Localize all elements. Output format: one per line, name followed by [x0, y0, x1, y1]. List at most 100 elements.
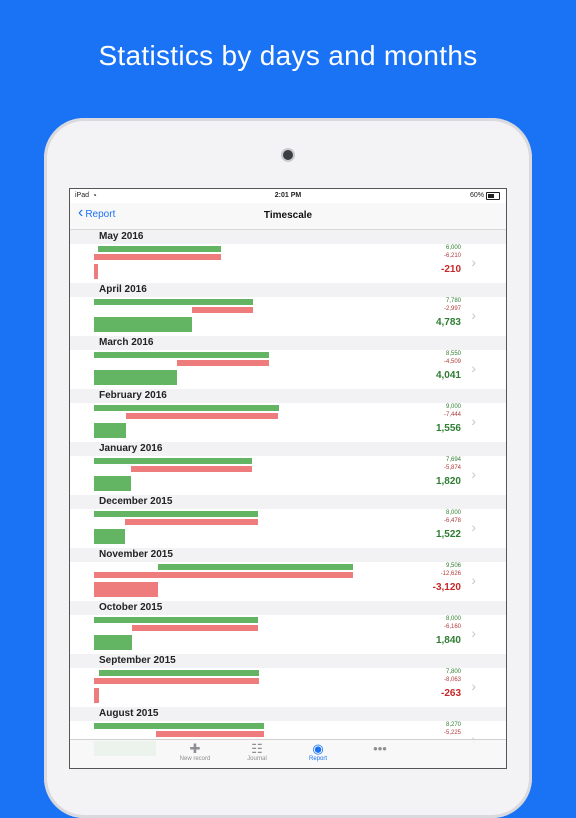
ipad-screen: iPad ◔ 2:01 PM 60% ‹ Report Timescale Ma… [70, 189, 506, 768]
expense-value: -6,478 [443, 518, 461, 524]
month-label: April 2016 [99, 284, 147, 295]
month-label: November 2015 [99, 549, 173, 560]
income-bar [94, 458, 252, 464]
income-value: 8,000 [445, 616, 461, 622]
net-value: 4,783 [435, 317, 461, 328]
chevron-right-icon: › [471, 254, 476, 270]
more-icon: ••• [373, 741, 387, 756]
tab-label: New record [179, 756, 211, 762]
month-header: October 2015 [70, 601, 506, 615]
camera-icon [283, 150, 293, 160]
month-label: May 2016 [99, 231, 144, 242]
month-row[interactable]: 9,506 -12,626 -3,120 › [70, 562, 506, 601]
net-value: 1,522 [435, 529, 461, 540]
month-header: November 2015 [70, 548, 506, 562]
back-button[interactable]: ‹ Report [78, 204, 116, 221]
month-label: October 2015 [99, 602, 163, 613]
wifi-icon: ◔ [92, 191, 97, 200]
month-header: January 2016 [70, 442, 506, 456]
tab-label: Journal [247, 756, 267, 762]
tab-new-record[interactable]: ✚ New record [165, 741, 225, 763]
net-value: 4,041 [435, 370, 461, 381]
carrier-label: iPad [75, 192, 90, 199]
month-section: November 2015 9,506 -12,626 -3,120 › [70, 548, 506, 601]
month-header: September 2015 [70, 654, 506, 668]
month-section: May 2016 6,000 -6,210 -210 › [70, 230, 506, 283]
chevron-right-icon: › [471, 466, 476, 482]
month-header: March 2016 [70, 336, 506, 350]
status-time: 2:01 PM [274, 192, 302, 199]
income-bar [94, 299, 254, 305]
promo-headline: Statistics by days and months [98, 40, 478, 71]
journal-icon: ☷ [251, 741, 263, 756]
net-bar [94, 529, 126, 544]
month-row[interactable]: 6,000 -6,210 -210 › [70, 244, 506, 283]
expense-bar [176, 360, 270, 366]
expense-value: -8,063 [443, 677, 461, 683]
expense-bar [94, 254, 222, 260]
month-header: May 2016 [70, 230, 506, 244]
income-value: 7,780 [445, 298, 461, 304]
navigation-bar: ‹ Report Timescale [70, 203, 506, 230]
expense-bar [131, 625, 258, 631]
month-row[interactable]: 7,800 -8,063 -263 › [70, 668, 506, 707]
tab-label: Report [308, 756, 327, 762]
net-bar [94, 688, 100, 703]
income-value: 8,000 [445, 510, 461, 516]
month-row[interactable]: 7,694 -5,874 1,820 › [70, 456, 506, 495]
chart-icon: ◉ [312, 741, 324, 756]
chevron-left-icon: ‹ [78, 204, 84, 221]
tab-journal[interactable]: ☷ Journal [227, 741, 287, 763]
chevron-right-icon: › [471, 307, 476, 323]
income-value: 6,000 [445, 245, 461, 251]
income-bar [99, 670, 260, 676]
month-row[interactable]: 9,000 -7,444 1,556 › [70, 403, 506, 442]
tab-more[interactable]: ••• [350, 742, 410, 756]
expense-value: -2,997 [443, 306, 461, 312]
expense-bar [94, 572, 353, 578]
income-bar [94, 723, 264, 729]
chevron-right-icon: › [471, 519, 476, 535]
income-value: 9,000 [445, 404, 461, 410]
chevron-right-icon: › [471, 572, 476, 588]
chevron-right-icon: › [471, 625, 476, 641]
net-bar [94, 317, 193, 332]
month-section: December 2015 8,000 -6,478 1,522 › [70, 495, 506, 548]
income-bar [157, 564, 353, 570]
month-section: October 2015 8,000 -6,160 1,840 › [70, 601, 506, 654]
expense-bar [156, 731, 264, 737]
plus-icon: ✚ [189, 741, 201, 756]
month-label: September 2015 [99, 655, 176, 666]
income-value: 8,270 [445, 722, 461, 728]
net-bar [94, 582, 158, 597]
net-value: 1,820 [435, 476, 461, 487]
income-value: 7,800 [445, 669, 461, 675]
expense-value: -5,225 [443, 730, 461, 736]
expense-bar [192, 307, 254, 313]
month-header: February 2016 [70, 389, 506, 403]
net-value: -3,120 [432, 582, 461, 593]
income-value: 9,506 [445, 563, 461, 569]
net-value: -263 [440, 688, 461, 699]
tab-report[interactable]: ◉ Report [288, 741, 348, 763]
month-row[interactable]: 7,780 -2,997 4,783 › [70, 297, 506, 336]
expense-bar [94, 678, 260, 684]
back-label: Report [85, 208, 116, 220]
net-bar [94, 370, 177, 385]
expense-value: -4,509 [443, 359, 461, 365]
income-bar [94, 511, 258, 517]
chevron-right-icon: › [471, 360, 476, 376]
net-value: 1,840 [435, 635, 461, 646]
month-label: January 2016 [99, 443, 163, 454]
month-section: April 2016 7,780 -2,997 4,783 › [70, 283, 506, 336]
expense-value: -7,444 [443, 412, 461, 418]
tab-bar: ✚ New record ☷ Journal ◉ Report ••• [70, 739, 506, 768]
month-header: August 2015 [70, 707, 506, 721]
month-section: February 2016 9,000 -7,444 1,556 › [70, 389, 506, 442]
month-row[interactable]: 8,000 -6,478 1,522 › [70, 509, 506, 548]
income-bar [94, 617, 258, 623]
month-row[interactable]: 8,550 -4,509 4,041 › [70, 350, 506, 389]
month-row[interactable]: 8,000 -6,160 1,840 › [70, 615, 506, 654]
expense-bar [131, 466, 252, 472]
net-bar [94, 264, 99, 279]
